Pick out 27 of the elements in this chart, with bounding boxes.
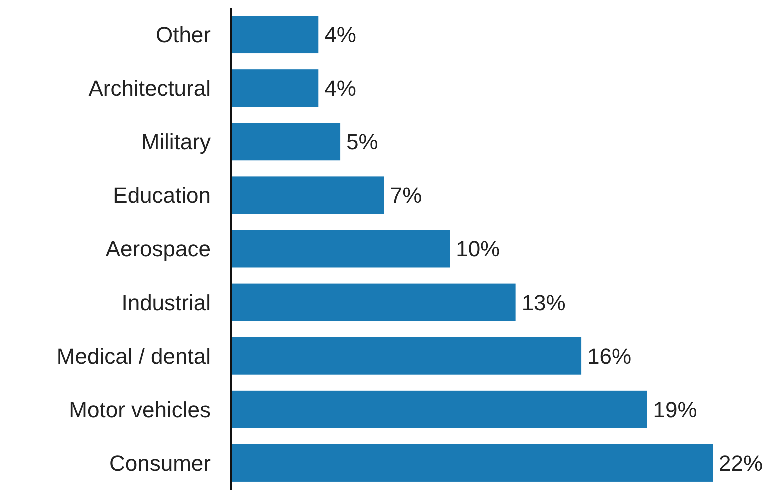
data-label: 22% [719, 450, 764, 476]
y-tick-label: Industrial [122, 290, 211, 316]
y-tick-label: Military [141, 130, 211, 155]
y-tick-label: Consumer [110, 450, 211, 476]
bar [231, 123, 341, 161]
data-label: 19% [653, 397, 698, 422]
bar [231, 70, 319, 108]
y-tick-label: Education [113, 183, 211, 208]
data-label: 16% [588, 344, 632, 369]
y-tick-label: Architectural [88, 76, 211, 102]
data-label: 5% [346, 130, 378, 155]
bar [231, 284, 516, 322]
bar [231, 16, 319, 54]
data-label: 10% [456, 236, 500, 262]
bar [231, 444, 713, 482]
bar [231, 390, 648, 428]
data-label: 4% [324, 22, 356, 48]
y-tick-label: Aerospace [106, 236, 211, 262]
data-label: 4% [324, 76, 356, 102]
data-label: 7% [390, 183, 422, 208]
y-tick-label: Medical / dental [56, 344, 211, 369]
bar [231, 230, 450, 268]
bar [231, 176, 384, 214]
y-tick-label: Other [156, 22, 211, 48]
data-label: 13% [522, 290, 566, 316]
bar [231, 337, 582, 375]
y-tick-label: Motor vehicles [69, 397, 211, 422]
